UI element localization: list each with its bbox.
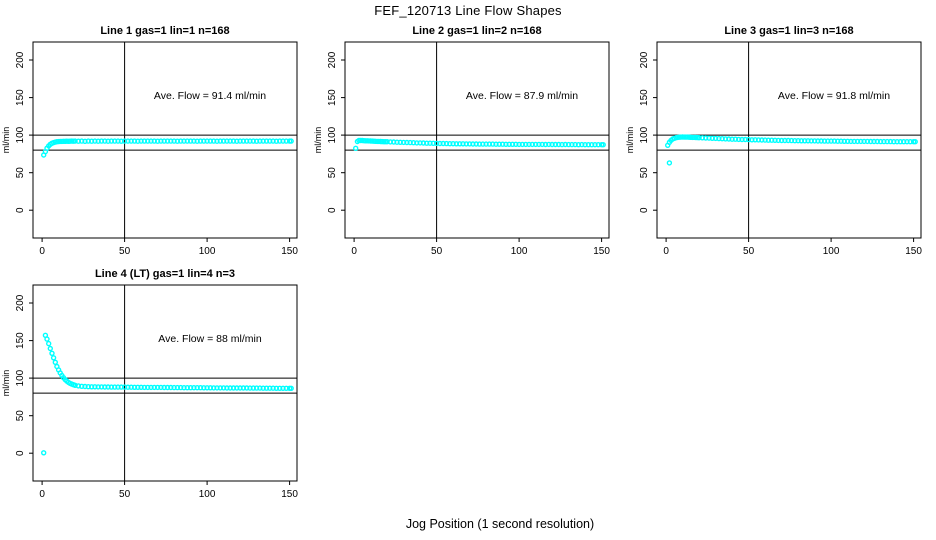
ave-flow-annotation: Ave. Flow = 91.8 ml/min: [778, 90, 890, 102]
y-tick-label: 200: [15, 51, 26, 68]
y-axis-label: ml/min: [313, 127, 323, 154]
y-tick-label: 100: [327, 126, 338, 143]
x-tick-label: 100: [823, 246, 840, 257]
data-points: [353, 137, 606, 152]
plot-box: [656, 41, 922, 239]
ave-flow-annotation: Ave. Flow = 91.4 ml/min: [154, 90, 266, 102]
x-tick-label: 150: [593, 246, 610, 257]
x-tick-label: 150: [281, 246, 298, 257]
y-tick-label: 0: [639, 207, 650, 213]
data-points: [41, 138, 294, 158]
panel-line4-plot: Line 4 (LT) gas=1 lin=4 n=3 0 50 100 150 0 50 1…: [1, 268, 298, 500]
x-tick-label: 100: [199, 489, 216, 500]
plot-box: [32, 284, 298, 482]
y-tick-label: 50: [15, 410, 26, 422]
panel-title: Line 3 gas=1 lin=3 n=168: [724, 25, 853, 37]
x-tick-label: 100: [511, 246, 528, 257]
y-tick-label: 100: [15, 126, 26, 143]
panel-line2-plot: Line 2 gas=1 lin=2 n=168 0 50 100 150 0 50 100 1…: [313, 25, 610, 257]
x-tick-label: 150: [281, 489, 298, 500]
y-tick-label: 0: [15, 207, 26, 213]
y-tick-label: 50: [15, 167, 26, 179]
y-tick-label: 100: [639, 126, 650, 143]
x-tick-label: 50: [119, 489, 131, 500]
y-tick-label: 150: [15, 332, 26, 349]
y-tick-label: 150: [327, 89, 338, 106]
panels-grid: Line 1 gas=1 lin=1 n=168 0 50 100 150 0 50 100 1…: [0, 22, 936, 508]
panel-line3-plot: Line 3 gas=1 lin=3 n=168 0 50 100 150 0 50 100 1…: [625, 25, 922, 257]
y-tick-label: 100: [15, 369, 26, 386]
plot-box: [32, 41, 298, 239]
y-axis-label: ml/min: [1, 370, 11, 397]
plot-box: [344, 41, 610, 239]
y-tick-label: 50: [639, 167, 650, 179]
x-tick-label: 50: [743, 246, 755, 257]
x-tick-label: 50: [119, 246, 131, 257]
data-points: [41, 332, 294, 456]
x-tick-label: 150: [905, 246, 922, 257]
y-tick-label: 150: [639, 89, 650, 106]
data-points: [665, 134, 918, 166]
y-axis-label: ml/min: [1, 127, 11, 154]
y-tick-label: 150: [15, 89, 26, 106]
y-tick-label: 50: [327, 167, 338, 179]
y-tick-label: 200: [639, 51, 650, 68]
ave-flow-annotation: Ave. Flow = 87.9 ml/min: [466, 90, 578, 102]
ave-flow-annotation: Ave. Flow = 88 ml/min: [158, 333, 262, 345]
y-tick-label: 200: [15, 294, 26, 311]
panel-title: Line 1 gas=1 lin=1 n=168: [100, 25, 229, 37]
panel-title: Line 2 gas=1 lin=2 n=168: [412, 25, 541, 37]
y-tick-label: 0: [327, 207, 338, 213]
x-tick-label: 0: [663, 246, 669, 257]
x-tick-label: 50: [431, 246, 443, 257]
x-tick-label: 100: [199, 246, 216, 257]
figure-xlabel: Jog Position (1 second resolution): [405, 517, 595, 531]
y-axis-label: ml/min: [625, 127, 635, 154]
figure-title: FEF_120713 Line Flow Shapes: [374, 3, 562, 18]
y-tick-label: 200: [327, 51, 338, 68]
panel-title: Line 4 (LT) gas=1 lin=4 n=3: [95, 268, 235, 280]
panel-line1-plot: Line 1 gas=1 lin=1 n=168 0 50 100 150 0 50 100 1…: [1, 25, 298, 257]
x-tick-label: 0: [351, 246, 357, 257]
y-tick-label: 0: [15, 450, 26, 456]
x-tick-label: 0: [39, 246, 45, 257]
x-tick-label: 0: [39, 489, 45, 500]
